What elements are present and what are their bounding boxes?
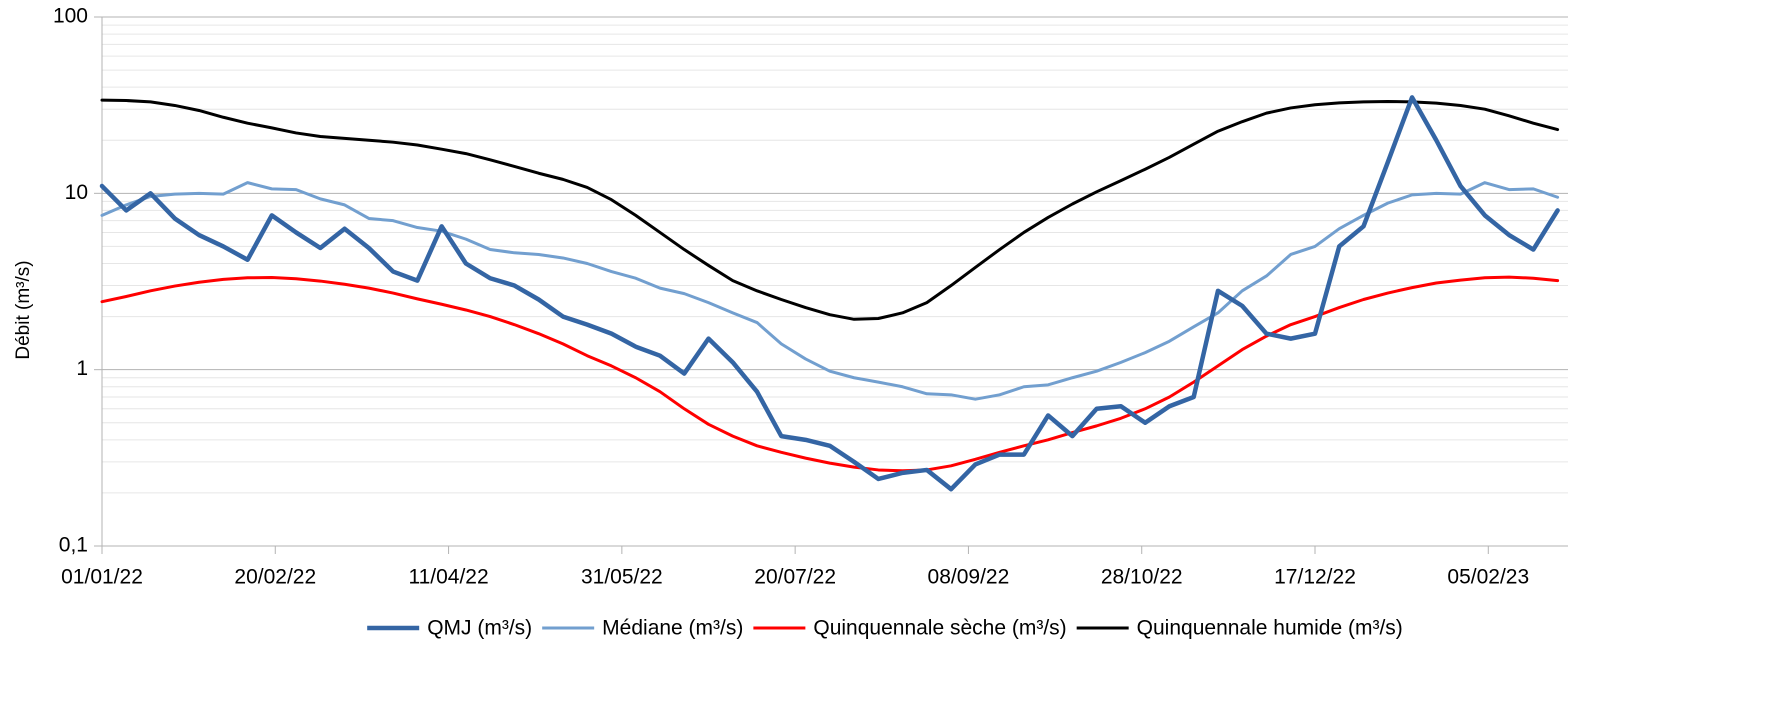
x-tick-label: 20/07/22 [754,566,836,589]
series-line [100,275,1560,473]
legend-label: Quinquennale sèche (m³/s) [813,617,1066,640]
legend-label: Médiane (m³/s) [602,617,743,640]
series-line [99,95,1560,492]
x-tick-label: 05/02/23 [1447,566,1529,589]
x-tick-label: 08/09/22 [928,566,1010,589]
y-tick-label: 10 [65,181,88,204]
legend-label: QMJ (m³/s) [427,617,532,640]
y-tick-label: 0,1 [59,534,88,557]
x-tick-label: 28/10/22 [1101,566,1183,589]
y-tick-label: 100 [53,5,88,28]
x-tick-label: 31/05/22 [581,566,663,589]
series-line [100,98,1560,321]
x-tick-label: 11/04/22 [408,566,488,589]
series-line [100,181,1560,401]
y-axis-title: Débit (m³/s) [13,260,34,359]
x-tick-label: 01/01/22 [61,566,143,589]
x-tick-label: 17/12/22 [1274,566,1356,589]
legend-label: Quinquennale humide (m³/s) [1137,617,1403,640]
x-tick-label: 20/02/22 [234,566,316,589]
y-tick-label: 1 [76,357,88,380]
